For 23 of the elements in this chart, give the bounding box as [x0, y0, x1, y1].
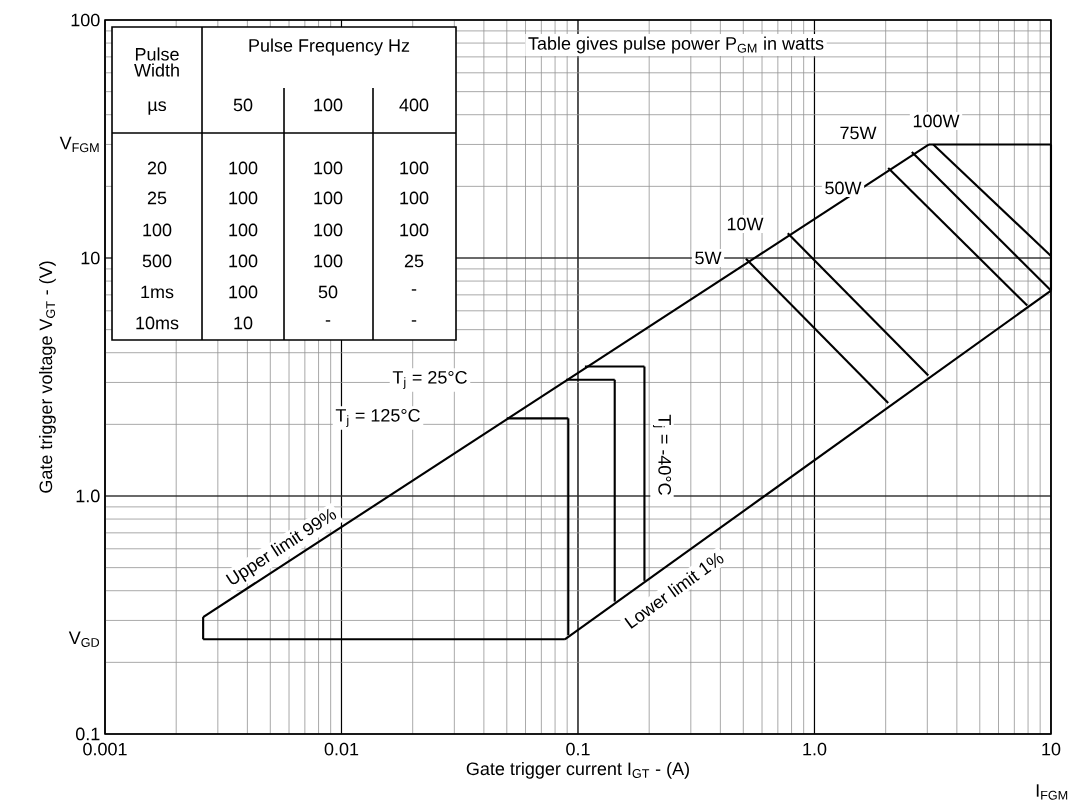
x-tick-label: 1.0: [803, 742, 827, 756]
text: I$_{FGM}$: [1036, 784, 1068, 800]
x-tick-label: 0.1: [566, 742, 590, 756]
y-axis-title: Gate trigger voltage V$_{GT}$ - (V): [39, 261, 56, 493]
x-tick-label: 0.001: [83, 742, 127, 756]
y-tick-label: 0.1: [75, 727, 100, 741]
x-tick-label: 10: [1042, 742, 1061, 756]
y-tick-label: 10: [81, 251, 100, 265]
annotation: 10W: [727, 217, 764, 231]
y-tick-label: V$_{GD}$: [68, 631, 100, 647]
annotation: Table gives pulse power P$_{GM}$ in watts: [528, 36, 824, 54]
annotation: T$_{j}$ = 25°C: [392, 370, 467, 390]
x-tick-label: 0.01: [324, 742, 359, 756]
annotation: T$_{j}$ = -40°C: [652, 414, 672, 495]
annotation: 5W: [695, 251, 722, 265]
annotation: 100W: [913, 114, 960, 128]
y-tick-label: 100: [71, 13, 100, 27]
annotation: 75W: [840, 126, 877, 140]
annotation: 50W: [825, 181, 862, 195]
y-tick-label: V$_{FGM}$: [59, 136, 99, 153]
annotation: T$_{j}$ = 125°C: [335, 408, 420, 428]
y-tick-label: 1.0: [76, 489, 100, 503]
x-axis-title: Gate trigger current I$_{GT}$ - (A): [466, 761, 689, 779]
